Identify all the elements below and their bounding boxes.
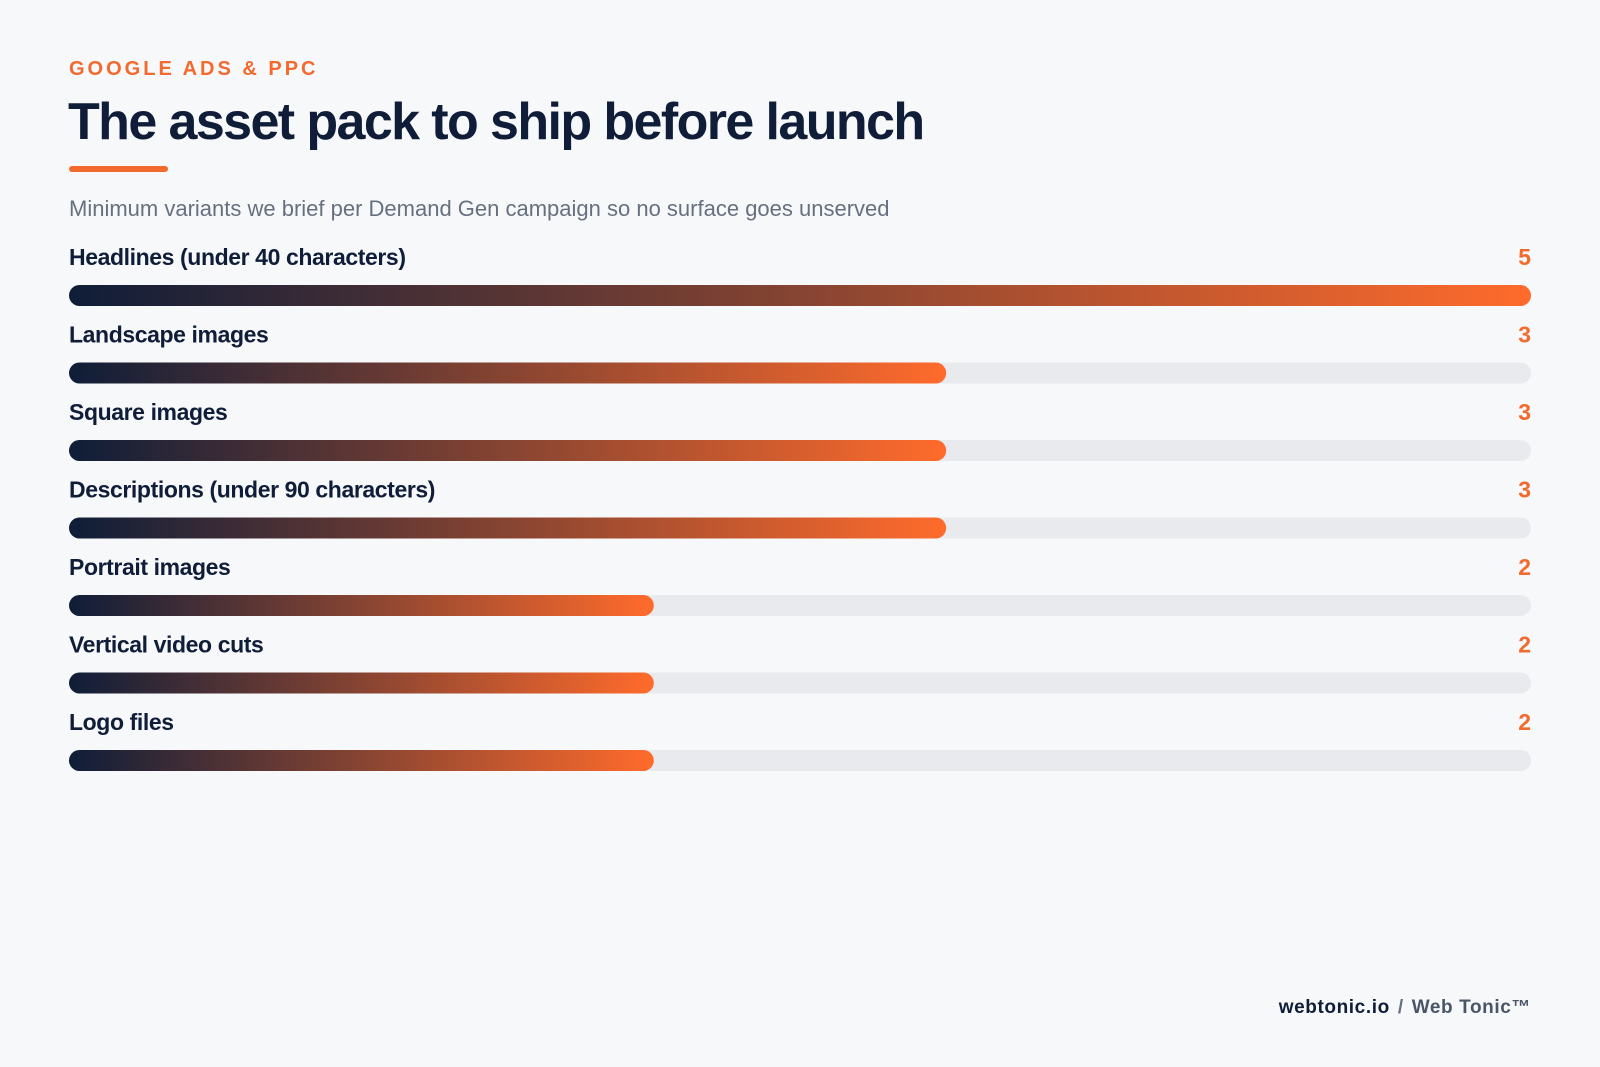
bar-landscape-images <box>69 362 947 384</box>
bar-label-vertical-video-cuts: Vertical video cuts <box>69 632 263 658</box>
bar-headlines-under-40-characters <box>69 285 1531 306</box>
bar-value-square-images: 3 <box>1518 399 1531 425</box>
page-title: The asset pack to ship before launch <box>68 93 925 151</box>
footer-site: webtonic.io <box>1278 997 1390 1018</box>
bar-descriptions-under-90-characters <box>69 517 947 539</box>
footer-credit: webtonic.io / Web Tonic™ <box>1279 997 1531 1019</box>
bar-value-headlines-under-40-characters: 5 <box>1518 245 1531 270</box>
eyebrow-label: GOOGLE ADS & PPC <box>69 58 319 80</box>
footer-brand: Web Tonic™ <box>1411 997 1531 1018</box>
bar-label-portrait-images: Portrait images <box>69 554 230 580</box>
bar-portrait-images <box>69 595 654 616</box>
bar-label-square-images: Square images <box>69 399 227 425</box>
bar-square-images <box>69 440 947 461</box>
bar-value-portrait-images: 2 <box>1518 554 1531 580</box>
footer-separator: / <box>1397 997 1404 1018</box>
asset-bar-chart: Headlines (under 40 characters) 5 Landscap… <box>69 245 1531 771</box>
bar-label-logo-files: Logo files <box>69 709 174 735</box>
bar-value-descriptions-under-90-characters: 3 <box>1518 477 1531 503</box>
bar-vertical-video-cuts <box>69 672 654 694</box>
bar-label-headlines-under-40-characters: Headlines (under 40 characters) <box>69 245 406 270</box>
bar-value-vertical-video-cuts: 2 <box>1518 632 1531 658</box>
page-subtitle: Minimum variants we brief per Demand Gen… <box>69 196 890 221</box>
bar-label-descriptions-under-90-characters: Descriptions (under 90 characters) <box>69 477 435 503</box>
bar-label-landscape-images: Landscape images <box>69 322 268 348</box>
bar-value-logo-files: 2 <box>1518 709 1531 735</box>
bar-logo-files <box>69 750 654 771</box>
bar-value-landscape-images: 3 <box>1518 322 1531 348</box>
title-accent-rule <box>69 166 168 172</box>
